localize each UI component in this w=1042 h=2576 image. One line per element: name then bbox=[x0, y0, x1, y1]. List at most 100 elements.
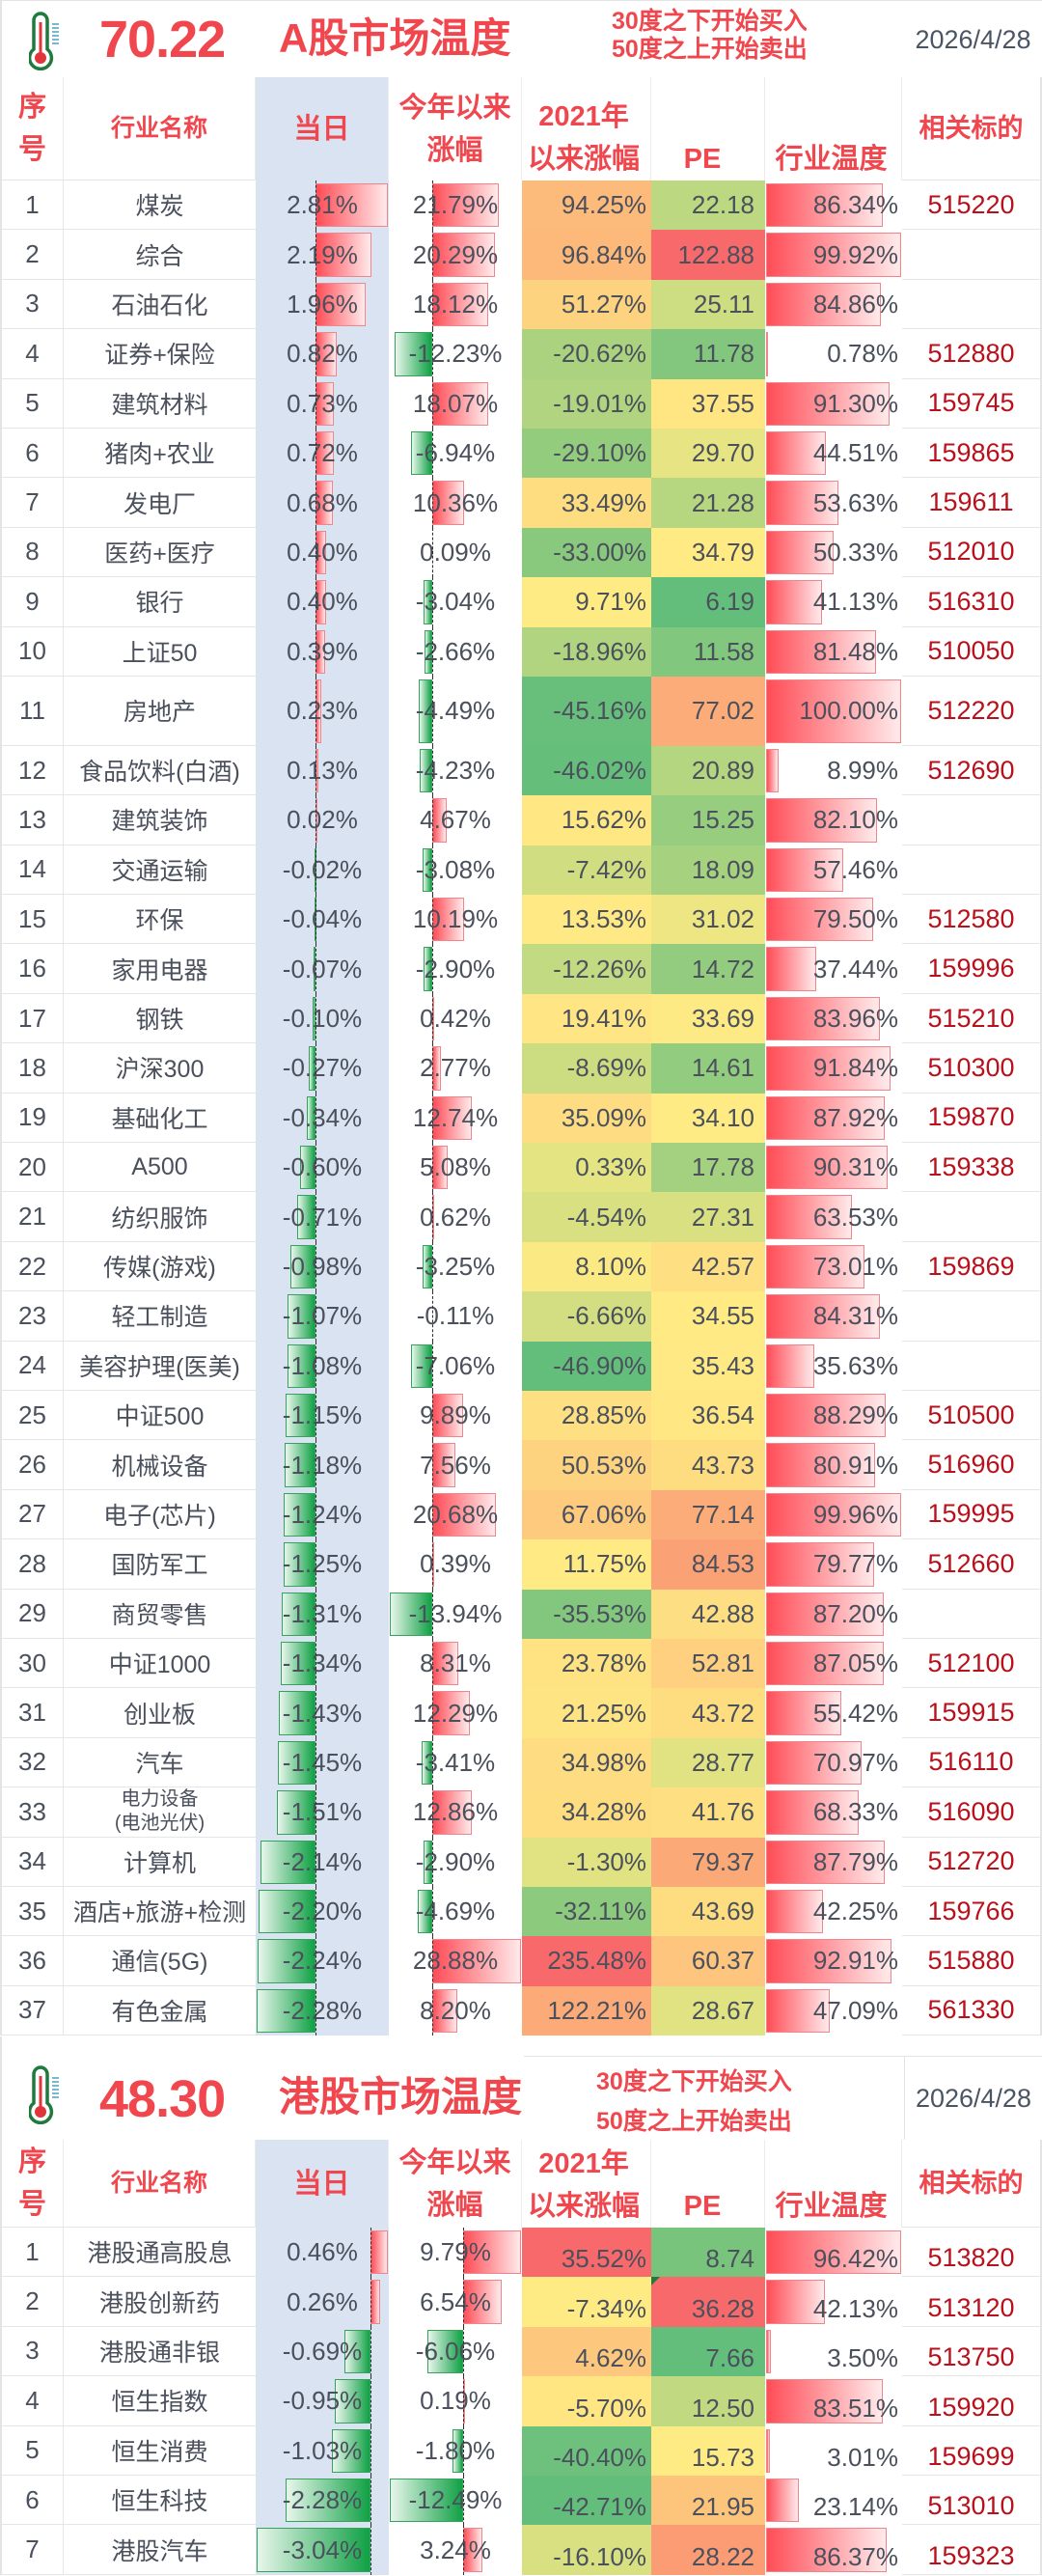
cell-related-ticker: 159915 bbox=[902, 1688, 1042, 1738]
cell-daily-change: -0.60% bbox=[256, 1143, 389, 1193]
cell-since-2021-change: 9.71% bbox=[522, 577, 651, 627]
data-bar-negative bbox=[313, 996, 315, 1041]
header-label: 2021年 bbox=[538, 2148, 629, 2179]
cell-ytd-change: 3.24% bbox=[389, 2525, 522, 2575]
cell-daily-change: -0.69% bbox=[256, 2326, 389, 2377]
data-bar-axis bbox=[315, 180, 316, 231]
cell-index: 31 bbox=[0, 1688, 64, 1738]
cell-value: 18.07% bbox=[412, 388, 499, 418]
cell-value: 建筑装饰 bbox=[111, 808, 208, 836]
data-bar-axis bbox=[315, 845, 316, 896]
cell-value: 35.52% bbox=[561, 2244, 646, 2274]
data-bar-axis bbox=[315, 1043, 316, 1094]
cell-pe: 43.69 bbox=[651, 1886, 765, 1937]
cell-since-2021-change: -18.96% bbox=[522, 626, 651, 677]
data-bar-axis bbox=[463, 2376, 465, 2426]
data-bar-axis bbox=[315, 1192, 316, 1242]
cell-daily-change: -2.28% bbox=[256, 1985, 389, 2036]
cell-value: 28.88% bbox=[412, 1946, 499, 1976]
cell-related-ticker: 515210 bbox=[902, 993, 1042, 1044]
cell-value: 0.13% bbox=[287, 756, 358, 786]
table-row: 15 环保 -0.04% 10.19% 13.53% 31.02 79.50% 512580 bbox=[0, 895, 1042, 945]
cell-value: 15.62% bbox=[561, 805, 646, 835]
header-label: 序 bbox=[17, 92, 46, 123]
cell-since-2021-change: -32.11% bbox=[522, 1886, 651, 1937]
cell-value: 交通运输 bbox=[111, 857, 208, 885]
cell-ytd-change: -4.49% bbox=[389, 676, 522, 746]
cell-industry-name: 恒生消费 bbox=[64, 2426, 256, 2476]
cell-value: 159865 bbox=[927, 437, 1015, 467]
data-bar-axis bbox=[315, 428, 316, 479]
cell-value: 23.14% bbox=[812, 2492, 898, 2522]
data-bar-negative bbox=[422, 1244, 433, 1289]
cell-value: 51.27% bbox=[561, 289, 646, 319]
cell-value: 122.88 bbox=[677, 239, 754, 269]
cell-industry-name: 交通运输 bbox=[64, 845, 256, 896]
cell-related-ticker: 516090 bbox=[902, 1787, 1042, 1838]
cell-value: -0.60% bbox=[282, 1152, 363, 1182]
cell-since-2021-change: -42.71% bbox=[522, 2475, 651, 2526]
cell-index: 11 bbox=[0, 676, 64, 746]
cell-index: 18 bbox=[0, 1043, 64, 1094]
cell-value: -1.03% bbox=[282, 2435, 363, 2465]
cell-value: 18.12% bbox=[412, 289, 499, 319]
cell-ytd-change: -0.11% bbox=[389, 1291, 522, 1342]
cell-pe: 28.22 bbox=[651, 2525, 765, 2575]
header-label: 当日 bbox=[293, 113, 350, 145]
cell-value: 证券+保险 bbox=[104, 342, 215, 370]
cell-daily-change: -0.04% bbox=[256, 895, 389, 945]
cell-industry-temperature: 83.51% bbox=[765, 2376, 902, 2425]
table-row: 17 钢铁 -0.10% 0.42% 19.41% 33.69 83.96% 515210 bbox=[0, 993, 1042, 1044]
table-row: 12 食品饮料(白酒) 0.13% -4.23% -46.02% 20.89 8.99% 51… bbox=[0, 745, 1042, 796]
data-bar-negative bbox=[278, 1740, 315, 1786]
cell-industry-name: 有色金属 bbox=[64, 1986, 256, 2036]
cell-value: 29.70 bbox=[691, 438, 754, 468]
cell-value: 87.79% bbox=[812, 1846, 898, 1876]
data-bar-negative bbox=[423, 580, 433, 624]
cell-value: -2.24% bbox=[282, 1946, 363, 1976]
data-bar-positive bbox=[766, 1641, 884, 1686]
hk-share-section: 48.30 港股市场温度 30度之下开始买入 50度之上开始卖出 2026/4/… bbox=[0, 2036, 1042, 2575]
header-label: PE bbox=[683, 2191, 722, 2222]
cell-related-ticker: 515220 bbox=[902, 180, 1042, 231]
cell-industry-temperature: 84.31% bbox=[765, 1291, 902, 1341]
cell-ytd-change: 28.88% bbox=[389, 1936, 522, 1986]
cell-value: -2.28% bbox=[282, 2485, 363, 2515]
cell-related-ticker: 513750 bbox=[902, 2326, 1042, 2377]
cell-value: 32 bbox=[18, 1747, 46, 1777]
data-bar-positive bbox=[766, 183, 883, 228]
data-bar-negative bbox=[276, 1790, 315, 1835]
cell-related-ticker: 513120 bbox=[902, 2277, 1042, 2327]
header-label: 行业温度 bbox=[775, 144, 888, 175]
cell-value: 159996 bbox=[927, 954, 1015, 983]
cell-value: 73.01% bbox=[812, 1252, 898, 1281]
data-bar-axis bbox=[432, 1589, 434, 1639]
cell-value: 中证1000 bbox=[108, 1651, 211, 1679]
cell-daily-change: -2.28% bbox=[256, 2475, 389, 2526]
cell-value: 15.73 bbox=[691, 2442, 754, 2472]
header-label: 今年以来 bbox=[398, 2147, 511, 2178]
cell-index: 13 bbox=[0, 795, 64, 845]
cell-value: -35.53% bbox=[553, 1598, 646, 1628]
cell-industry-name: 医药+医疗 bbox=[64, 528, 256, 578]
cell-value: -2.66% bbox=[415, 636, 496, 666]
cell-value: 家用电器 bbox=[111, 956, 208, 984]
cell-value: 中证500 bbox=[115, 1403, 205, 1431]
data-bar-positive bbox=[432, 1641, 458, 1686]
data-bar-axis bbox=[463, 2475, 465, 2526]
cell-value: 512660 bbox=[927, 1548, 1015, 1578]
cell-daily-change: 0.46% bbox=[256, 2228, 389, 2278]
cell-value: -0.02% bbox=[282, 854, 363, 884]
header-label: 今年以来 bbox=[398, 92, 511, 124]
cell-value: 3.24% bbox=[420, 2534, 491, 2564]
cell-since-2021-change: 34.28% bbox=[522, 1787, 651, 1838]
cell-value: 12.50 bbox=[691, 2393, 754, 2423]
cell-since-2021-change: 8.10% bbox=[522, 1241, 651, 1292]
cell-value: -0.07% bbox=[282, 954, 363, 983]
cell-value: 28 bbox=[18, 1548, 46, 1578]
cell-value: 159915 bbox=[927, 1698, 1015, 1728]
cell-value: -3.04% bbox=[282, 2534, 363, 2564]
cell-industry-temperature: 79.50% bbox=[765, 895, 902, 944]
cell-value: -8.69% bbox=[566, 1053, 646, 1083]
cell-industry-name: 港股汽车 bbox=[64, 2525, 256, 2575]
